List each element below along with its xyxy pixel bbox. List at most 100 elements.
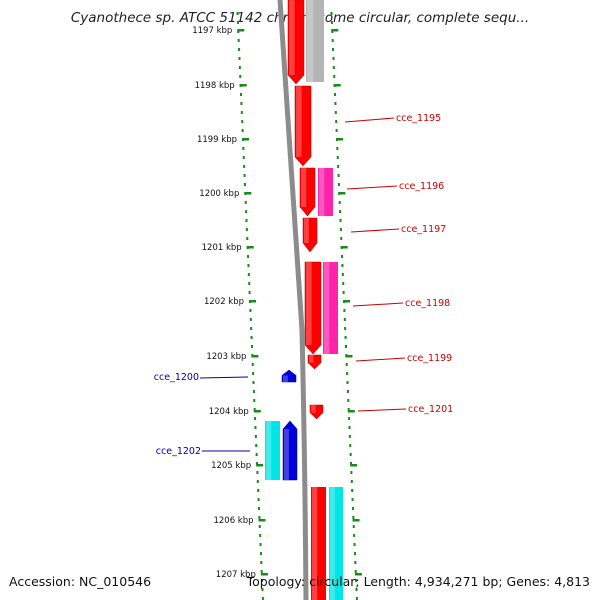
tick-dot: [261, 597, 264, 600]
tick-dot: [350, 480, 353, 483]
pink-gene-block-shine: [319, 168, 325, 216]
tick-dot: [254, 426, 257, 429]
tick-dot: [247, 255, 250, 258]
ruler-tick-left: [251, 355, 259, 358]
tick-dot: [254, 417, 257, 420]
gene-label-cce_1198: cce_1198: [405, 298, 450, 309]
gene-label-leader: [357, 408, 407, 412]
tick-label: 1199 kbp: [197, 135, 237, 145]
tick-dot: [259, 552, 262, 555]
ruler-tick-left: [239, 84, 247, 87]
ruler-tick-right: [340, 246, 348, 249]
tick-dot: [256, 480, 259, 483]
gene-label-cce_1196: cce_1196: [399, 181, 444, 192]
tick-dot: [339, 210, 342, 213]
forward-gene-arrow-shine: [311, 405, 316, 413]
tick-dot: [256, 471, 259, 474]
tick-dot: [252, 381, 255, 384]
tick-dot: [353, 543, 356, 546]
tick-dot: [331, 39, 334, 42]
tick-dot: [258, 525, 261, 528]
tick-dot: [248, 291, 251, 294]
tick-dot: [330, 21, 333, 24]
tick-dot: [348, 417, 351, 420]
tick-dot: [332, 48, 335, 51]
reverse-gene-arrow-shine: [284, 429, 289, 480]
forward-gene-arrow: [304, 261, 322, 355]
tick-dot: [336, 147, 339, 150]
tick-dot: [335, 120, 338, 123]
tick-label: 1198 kbp: [195, 81, 235, 91]
genome-summary-text: Topology: circular; Length: 4,934,271 bp…: [246, 574, 590, 589]
tick-dot: [332, 57, 335, 60]
tick-dot: [355, 597, 358, 600]
tick-dot: [260, 561, 263, 564]
gene-label-group: cce_1195 cce_1196 cce_1197 cce_1198 cce_1199…: [154, 113, 453, 457]
gene-label-cce_1195: cce_1195: [396, 113, 441, 124]
tick-dot: [259, 543, 262, 546]
gene-label-leader: [199, 376, 249, 379]
tick-dot: [354, 570, 357, 573]
tick-label: 1207 kbp: [216, 570, 256, 580]
pink-gene-block-shine: [324, 262, 330, 354]
tick-dot: [335, 129, 338, 132]
tick-dot: [354, 561, 357, 564]
tick-dot: [243, 165, 246, 168]
tick-dot: [351, 507, 354, 510]
tick-dot: [238, 48, 241, 51]
tick-dot: [236, 21, 239, 24]
tick-dot: [240, 102, 243, 105]
gene-label-leader: [344, 117, 395, 123]
tick-dot: [257, 498, 260, 501]
gray-gene-block: [306, 0, 324, 82]
forward-gene-block-shine: [312, 487, 318, 600]
tick-dot: [236, 12, 239, 15]
tick-dot: [245, 219, 248, 222]
tick-dot: [256, 462, 259, 465]
tick-dot: [239, 75, 242, 78]
tick-dot: [253, 399, 256, 402]
tick-dot: [355, 579, 358, 582]
tick-dot: [341, 255, 344, 258]
tick-label: 1205 kbp: [211, 461, 251, 471]
ruler-tick-left: [242, 138, 250, 141]
tick-dot: [346, 390, 349, 393]
tick-label: 1200 kbp: [199, 189, 239, 199]
tick-dot: [334, 102, 337, 105]
tick-dot: [246, 237, 249, 240]
tick-dot: [255, 444, 258, 447]
tick-dot: [346, 372, 349, 375]
gene-label-cce_1199: cce_1199: [407, 353, 452, 364]
tick-label: 1206 kbp: [213, 516, 253, 526]
forward-gene-arrow: [307, 354, 322, 370]
tick-label: 1202 kbp: [204, 297, 244, 307]
tick-dot: [240, 111, 243, 114]
ruler-tick-left: [253, 410, 261, 413]
tick-dot: [243, 174, 246, 177]
gene-label-leader: [350, 228, 400, 233]
tick-dot: [247, 264, 250, 267]
tick-dot: [249, 318, 252, 321]
tick-dot: [337, 165, 340, 168]
kbp-ruler: 1197 kbp 1198 kbp 1199 kbp 1200 kbp 1201 kbp…: [192, 26, 362, 580]
tick-dot: [250, 327, 253, 330]
cyan-gene-block: [329, 487, 343, 600]
ruler-tick-left: [237, 29, 245, 32]
tick-dot: [347, 399, 350, 402]
ruler-tick-right: [352, 519, 360, 522]
gene-label-leader: [355, 357, 406, 362]
tick-dot: [337, 183, 340, 186]
tick-dot: [351, 498, 354, 501]
tick-dot: [238, 57, 241, 60]
reverse-gene-arrow: [281, 369, 297, 383]
forward-gene-arrow: [299, 167, 316, 217]
tick-dot: [355, 588, 358, 591]
tick-dot: [252, 372, 255, 375]
tick-label: 1197 kbp: [192, 26, 232, 36]
tick-dot: [243, 183, 246, 186]
tick-dot: [336, 156, 339, 159]
tick-dot: [349, 444, 352, 447]
ruler-tick-right: [350, 464, 358, 467]
ruler-tick-left: [256, 464, 264, 467]
